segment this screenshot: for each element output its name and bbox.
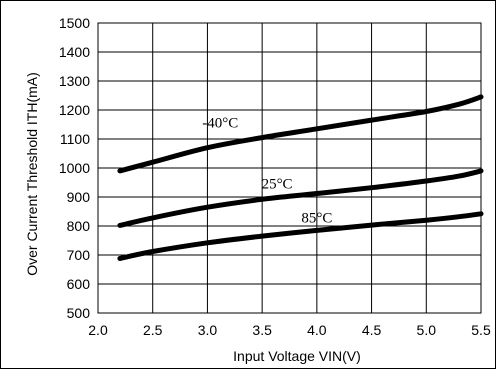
y-tick-label: 1300: [59, 73, 90, 89]
x-axis-ticks: 2.0 2.5 3.0 3.5 4.0 4.5 5.0 5.5: [88, 322, 491, 338]
y-tick-label: 700: [67, 247, 91, 263]
plot-area: [97, 22, 482, 314]
x-tick-label: 2.0: [88, 322, 108, 338]
series-line-2: [117, 211, 484, 261]
y-tick-label: 600: [67, 276, 91, 292]
y-tick-label: 500: [67, 305, 91, 321]
y-tick-label: 1100: [60, 131, 90, 147]
x-tick-label: 2.5: [143, 322, 163, 338]
x-tick-label: 4.5: [362, 322, 382, 338]
y-tick-label: 900: [67, 189, 91, 205]
series-labels: -40°C 25°C 85°C: [202, 116, 332, 227]
x-tick-label: 5.5: [471, 322, 491, 338]
y-tick-label: 1400: [59, 44, 90, 60]
series-lines: [117, 94, 484, 261]
x-tick-label: 5.0: [417, 322, 437, 338]
y-tick-label: 1200: [59, 102, 90, 118]
y-tick-label: 1500: [59, 15, 90, 31]
y-axis-ticks: 500 600 700 800 900 1000 1100 1200 1300 1400 1500: [59, 15, 90, 321]
series-label-1: 25°C: [262, 176, 293, 192]
x-tick-label: 3.5: [252, 322, 272, 338]
series-line-1: [117, 168, 484, 228]
x-tick-label: 3.0: [198, 322, 218, 338]
y-tick-label: 1000: [59, 160, 90, 176]
series-label-2: 85°C: [301, 210, 332, 226]
series-line-0: [117, 94, 484, 174]
y-tick-label: 800: [67, 218, 91, 234]
x-axis-title: Input Voltage VIN(V): [233, 348, 361, 364]
series-label-0: -40°C: [202, 116, 238, 132]
x-tick-label: 4.0: [307, 322, 327, 338]
y-axis-title: Over Current Threshold ITH(mA): [24, 72, 40, 276]
